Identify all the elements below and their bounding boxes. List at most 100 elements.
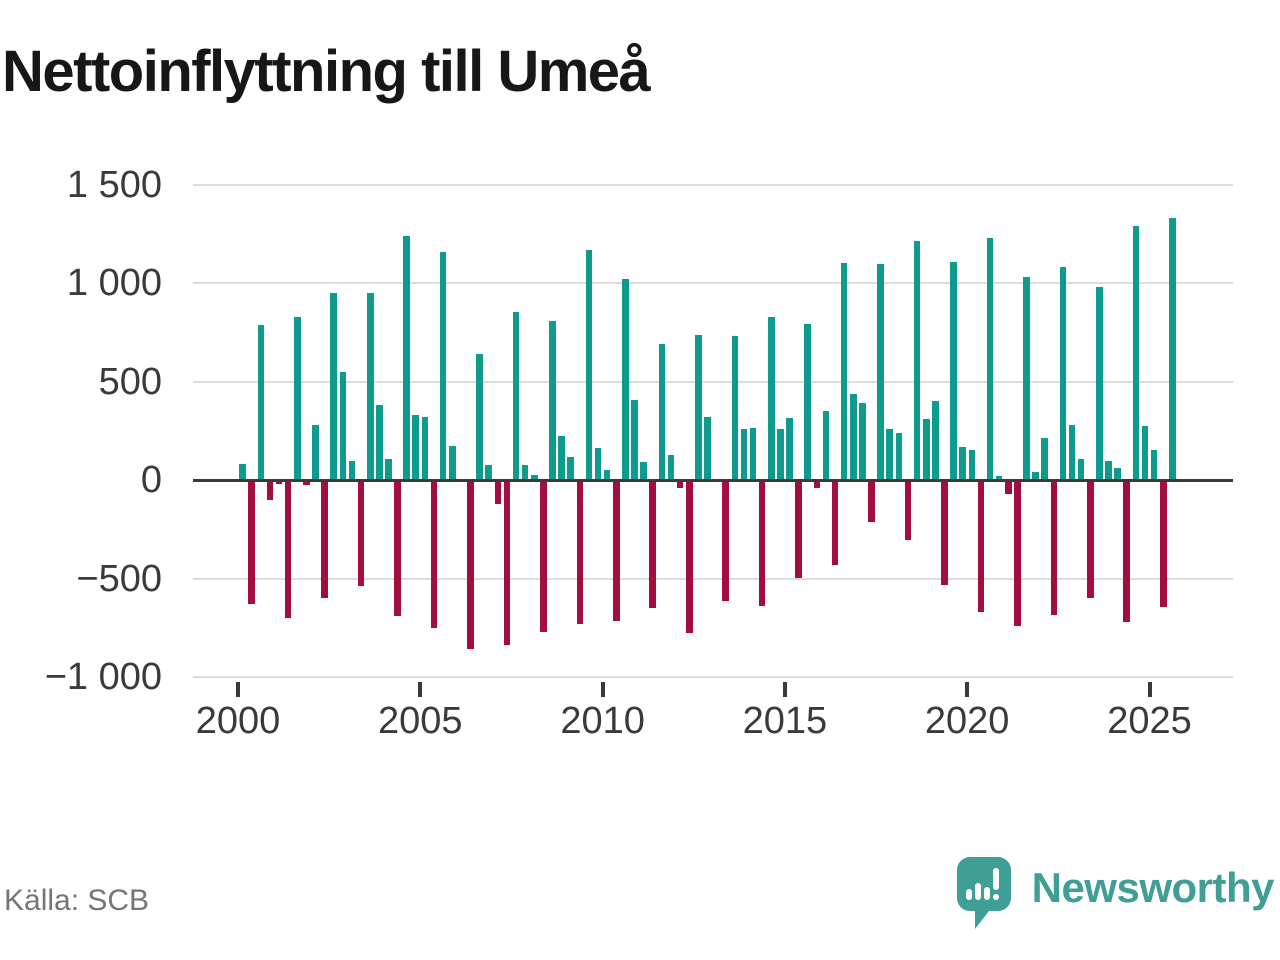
bar-2020-q1 — [968, 449, 976, 481]
bar-2017-q3 — [877, 263, 884, 481]
bar-2000-q1 — [239, 464, 246, 481]
y-axis-tick-label: 0 — [140, 459, 162, 502]
bar-2021-q2 — [1014, 480, 1021, 626]
bar-2003-q1 — [348, 460, 356, 481]
bar-2004-q2 — [394, 480, 401, 616]
newsworthy-logo-icon — [956, 857, 1011, 929]
bar-2023-q2 — [1086, 480, 1094, 599]
x-axis-tick-label: 2020 — [924, 700, 1010, 742]
bar-2009-q1 — [567, 456, 575, 481]
chart-title: Nettoinflyttning till Umeå — [2, 39, 651, 104]
bar-2012-q4 — [704, 417, 711, 481]
y-axis-tick-label: −500 — [76, 557, 162, 600]
bar-2023-q3 — [1096, 287, 1103, 481]
bar-2018-q3 — [913, 241, 921, 481]
y-axis-tick-label: −1 000 — [44, 656, 162, 698]
gridline--1000 — [193, 676, 1233, 678]
bar-2014-q3 — [767, 316, 775, 481]
bar-2006-q3 — [476, 354, 483, 481]
gridline--500 — [193, 577, 1233, 580]
bar-2003-q2 — [357, 480, 365, 587]
bar-2007-q3 — [512, 311, 520, 481]
newsworthy-branding: Newsworthy — [956, 852, 1275, 932]
x-axis-tick-label: 2010 — [560, 700, 645, 742]
bar-2001-q3 — [293, 316, 301, 481]
bar-2001-q4 — [303, 480, 310, 486]
bar-2024-q3 — [1132, 226, 1140, 481]
x-axis-tick-mark — [965, 682, 970, 697]
bar-2004-q1 — [385, 458, 392, 481]
bar-2017-q2 — [868, 480, 875, 523]
bar-2007-q1 — [494, 480, 502, 504]
bar-2023-q1 — [1077, 458, 1085, 481]
bar-2024-q2 — [1123, 480, 1131, 622]
bar-2010-q2 — [613, 480, 620, 621]
bar-2019-q2 — [941, 480, 948, 586]
bar-2006-q2 — [467, 480, 474, 650]
bar-2008-q4 — [558, 435, 565, 481]
bar-2008-q2 — [540, 480, 547, 632]
bar-2019-q1 — [932, 401, 939, 481]
x-axis-tick-label: 2000 — [195, 700, 281, 742]
bar-2006-q4 — [485, 465, 492, 481]
bar-2016-q3 — [840, 262, 848, 481]
bar-2018-q4 — [922, 419, 930, 481]
bar-2005-q3 — [439, 251, 447, 481]
x-axis-tick-mark — [236, 682, 240, 697]
bar-2022-q4 — [1068, 425, 1076, 481]
bar-2022-q1 — [1041, 437, 1048, 481]
bar-2025-q3 — [1169, 218, 1176, 481]
bar-2015-q3 — [804, 323, 812, 481]
bar-2003-q3 — [366, 293, 374, 481]
bar-2014-q1 — [749, 428, 757, 481]
x-axis-tick-label: 2005 — [378, 700, 463, 742]
bar-2020-q4 — [995, 476, 1003, 481]
bar-2018-q2 — [904, 480, 912, 541]
bar-2003-q4 — [376, 405, 383, 481]
bar-2016-q1 — [822, 411, 830, 481]
y-axis-tick-label: 1 500 — [66, 164, 162, 206]
bar-2017-q4 — [886, 429, 894, 481]
y-axis-tick-label: 1 000 — [66, 262, 162, 305]
bar-2013-q2 — [722, 480, 729, 602]
bar-2017-q1 — [859, 403, 866, 481]
x-axis-tick-mark — [600, 682, 605, 697]
bar-2000-q2 — [248, 480, 255, 605]
bar-2014-q2 — [758, 480, 766, 607]
bar-2015-q1 — [786, 418, 793, 481]
x-axis-tick-label: 2015 — [742, 700, 828, 742]
bar-2009-q4 — [594, 447, 602, 481]
bar-2001-q1 — [275, 480, 283, 485]
bar-2025-q2 — [1159, 480, 1167, 608]
bar-2007-q4 — [521, 465, 529, 481]
bar-2009-q3 — [585, 249, 593, 481]
bar-2009-q2 — [576, 480, 584, 624]
bar-2020-q3 — [986, 238, 994, 481]
bar-2012-q1 — [676, 480, 684, 489]
bar-2002-q1 — [312, 425, 319, 481]
bar-2015-q4 — [813, 480, 821, 489]
bar-2020-q2 — [977, 480, 985, 613]
bar-2011-q2 — [649, 480, 657, 609]
x-axis-tick-mark — [418, 682, 423, 697]
bar-2012-q3 — [695, 334, 702, 481]
bar-2002-q4 — [339, 371, 347, 481]
bar-2001-q2 — [284, 480, 292, 618]
bar-2024-q4 — [1141, 426, 1149, 481]
bar-2005-q2 — [430, 480, 438, 628]
x-axis-tick-label: 2025 — [1107, 700, 1192, 742]
bar-2011-q1 — [640, 462, 647, 481]
bar-2008-q1 — [530, 475, 538, 481]
bar-2019-q4 — [959, 446, 966, 481]
bar-2005-q4 — [448, 445, 456, 481]
bar-2022-q3 — [1059, 266, 1067, 481]
source-note: Källa: SCB — [4, 884, 150, 917]
bar-2021-q3 — [1023, 276, 1030, 481]
bar-2008-q3 — [549, 320, 556, 481]
bar-2024-q1 — [1114, 468, 1121, 481]
bar-2000-q4 — [266, 480, 274, 500]
bar-2002-q2 — [321, 480, 328, 599]
bar-2012-q2 — [685, 480, 693, 633]
